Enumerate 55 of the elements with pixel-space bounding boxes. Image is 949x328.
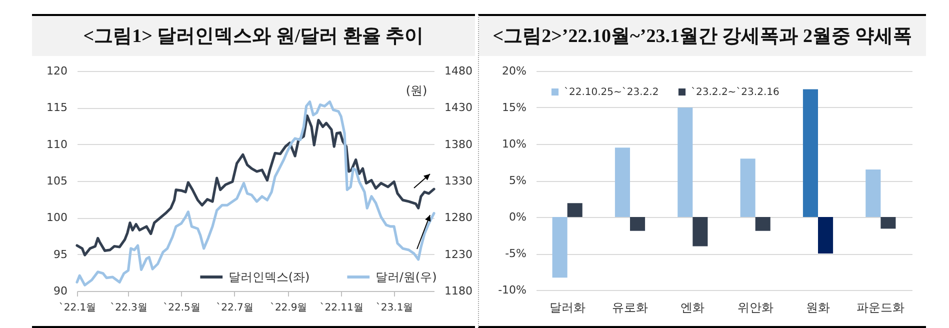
x-tick-label: `22.5월 bbox=[163, 302, 200, 314]
x-tick-label: 원화 bbox=[806, 300, 830, 314]
x-tick-label: `23.1월 bbox=[376, 302, 414, 314]
x-tick-label: 달러화 bbox=[549, 300, 586, 314]
y-tick-label: 100 bbox=[46, 211, 68, 224]
x-tick-label: 엔화 bbox=[680, 300, 705, 314]
legend-label: 달러인덱스(좌) bbox=[228, 270, 310, 284]
y-tick-label: 110 bbox=[46, 138, 68, 151]
line-series bbox=[76, 114, 436, 256]
y-tick-label: 15% bbox=[502, 101, 526, 114]
bar bbox=[755, 217, 770, 231]
x-tick-label: 위안화 bbox=[737, 300, 774, 314]
legend-label: `23.2.2~`23.2.16 bbox=[691, 87, 780, 98]
x-tick-label: `22.1월 bbox=[58, 302, 96, 314]
y-tick-label: 0% bbox=[509, 210, 526, 224]
y-tick-label: 10% bbox=[502, 138, 526, 150]
y-tick-label: 90 bbox=[54, 284, 68, 298]
bar bbox=[818, 217, 834, 254]
y2-tick-label: 1330 bbox=[444, 174, 472, 188]
x-tick-label: 파운드화 bbox=[856, 300, 905, 314]
bar bbox=[552, 217, 568, 278]
y-tick-label: 5% bbox=[509, 174, 526, 187]
y-tick-label: 115 bbox=[46, 101, 68, 114]
bar bbox=[880, 217, 896, 229]
bar bbox=[678, 108, 693, 217]
x-tick-label: `22.7월 bbox=[216, 302, 254, 314]
x-tick-label: `22.9월 bbox=[270, 302, 308, 314]
y-tick-label: -10% bbox=[498, 284, 526, 296]
y2-tick-label: 1180 bbox=[444, 284, 472, 298]
bar bbox=[692, 217, 708, 246]
y2-tick-label: 1230 bbox=[444, 248, 472, 261]
y2-tick-label: 1480 bbox=[444, 64, 472, 78]
legend-label: `22.10.25~`23.2.2 bbox=[564, 87, 659, 98]
x-tick-label: 유로화 bbox=[612, 300, 648, 314]
y-tick-label: 95 bbox=[54, 248, 68, 261]
y-tick-label: 20% bbox=[502, 64, 526, 78]
y-tick-label: -5% bbox=[505, 247, 526, 260]
x-tick-label: `22.11월 bbox=[320, 302, 364, 314]
chart-title: <그림1> 달러인덱스와 원/달러 환율 추이 bbox=[32, 16, 475, 56]
y2-tick-label: 1380 bbox=[444, 138, 472, 151]
bar bbox=[866, 170, 881, 217]
bar bbox=[802, 89, 818, 217]
x-tick-label: `22.3월 bbox=[110, 302, 148, 314]
bar bbox=[630, 217, 646, 231]
y-tick-label: 105 bbox=[46, 174, 68, 188]
legend-label: 달러/원(우) bbox=[375, 270, 437, 284]
chart-title: <그림2>’22.10월~’23.1월간 강세폭과 2월중 약세폭 bbox=[479, 16, 926, 56]
y2-tick-label: 1280 bbox=[444, 211, 472, 224]
bar bbox=[567, 203, 582, 217]
line-series bbox=[76, 100, 436, 286]
bar bbox=[614, 148, 630, 217]
y2-axis-title: (원) bbox=[406, 84, 428, 98]
y2-tick-label: 1430 bbox=[444, 101, 472, 114]
y-tick-label: 120 bbox=[46, 64, 68, 78]
bar bbox=[740, 158, 756, 217]
